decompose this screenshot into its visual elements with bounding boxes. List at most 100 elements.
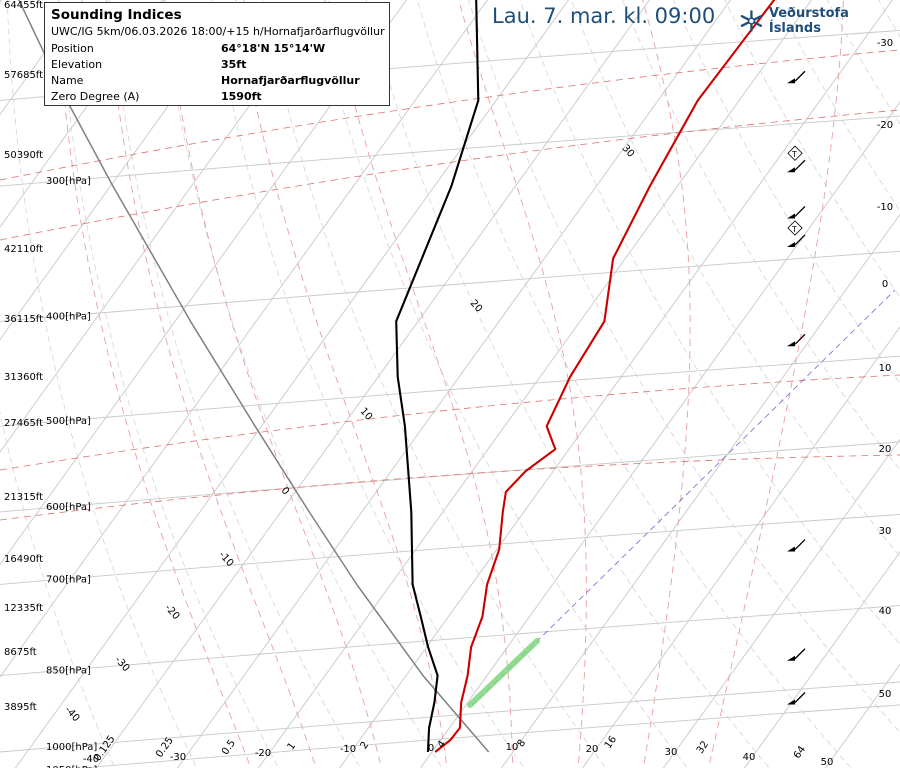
brand-logo: Veðurstofa Íslands <box>738 6 900 36</box>
wind-barb-flag-icon <box>787 241 795 247</box>
isobar-line <box>76 704 900 768</box>
pressure-level-label: 500[hPa] <box>46 416 91 427</box>
wind-barb-icon <box>794 333 806 345</box>
height-level-label: 27465ft <box>4 418 43 429</box>
moist-adiabat-line <box>458 0 587 768</box>
info-label: Elevation <box>51 58 103 71</box>
info-value: 1590ft <box>221 90 262 103</box>
isotherm-line <box>500 213 900 768</box>
dry-adiabat-line <box>468 0 900 733</box>
wind-barb-flag-icon <box>787 699 795 705</box>
right-axis-label: -30 <box>877 38 893 49</box>
isobar-line <box>0 605 900 677</box>
wind-barb-flag-icon <box>787 655 795 661</box>
dewpoint-line <box>395 0 480 753</box>
tropopause-marker-label: T <box>791 225 797 234</box>
wind-barb-icon <box>794 234 806 246</box>
right-axis-label: 0 <box>882 279 888 290</box>
right-axis-label: 40 <box>879 606 892 617</box>
height-level-label: 50390ft <box>4 150 43 161</box>
isobar-line <box>0 115 900 187</box>
reference-dashed-line <box>0 374 900 471</box>
wind-barbs: TTT <box>787 70 806 705</box>
reference-dashed-line <box>0 49 900 181</box>
isobar-line <box>0 513 900 585</box>
wind-barb-icon <box>794 70 806 82</box>
right-axis-label: -10 <box>877 202 893 213</box>
dry-adiabat-line <box>211 0 525 768</box>
pressure-level-label: 1050[hPa] <box>46 765 97 768</box>
height-level-label: 42110ft <box>4 244 43 255</box>
mixing-ratio-label: 1 <box>286 741 299 753</box>
forecast-time-title: Lau. 7. mar. kl. 09:00 <box>492 4 716 28</box>
info-row-name: Name Hornafjarðarflugvöllur <box>51 73 383 89</box>
reference-dashed-line <box>0 454 900 521</box>
info-row-position: Position 64°18'N 15°14'W <box>51 41 383 57</box>
moist-adiabat-line <box>328 0 514 768</box>
height-level-label: 16490ft <box>4 554 43 565</box>
pressure-level-label: 850[hPa] <box>46 666 91 677</box>
pressure-level-label: 600[hPa] <box>46 502 91 513</box>
moist-adiabat-line <box>56 0 252 768</box>
info-subtitle: UWC/IG 5km/06.03.2026 18:00/+15 h/Hornaf… <box>51 25 385 38</box>
info-value: 64°18'N 15°14'W <box>221 42 326 55</box>
info-row-elevation: Elevation 35ft <box>51 57 383 73</box>
height-level-label: 36115ft <box>4 314 43 325</box>
bottom-temp-label: -10 <box>340 744 356 755</box>
brand-name: Veðurstofa Íslands <box>768 6 849 36</box>
dry-adiabat-line <box>365 0 770 768</box>
isobar-line <box>0 441 900 513</box>
bottom-temp-label: 0 <box>428 743 434 754</box>
info-row-zero-degree: Zero Degree (A) 1590ft <box>51 89 383 105</box>
tropopause-marker-icon <box>787 220 803 236</box>
info-value: 35ft <box>221 58 247 71</box>
dry-adiabat-line <box>570 0 900 558</box>
info-label: Position <box>51 42 94 55</box>
dry-adiabat-line <box>58 0 280 768</box>
info-value: Hornafjarðarflugvöllur <box>221 74 360 87</box>
height-level-label: 12335ft <box>4 603 43 614</box>
wind-barb-icon <box>794 539 806 550</box>
dry-adiabat-line <box>416 0 852 768</box>
height-level-label: 31360ft <box>4 372 43 383</box>
isotherm-line <box>419 101 900 768</box>
right-axis-label: 10 <box>879 363 892 374</box>
isobar-line <box>0 355 900 427</box>
pressure-level-label: 400[hPa] <box>46 311 91 322</box>
bottom-temp-label: -40 <box>83 754 99 765</box>
dry-adiabat-line <box>621 0 900 471</box>
reference-dashed-line <box>0 109 900 241</box>
bottom-temp-label: -20 <box>255 748 271 759</box>
sounding-indices-panel: Sounding Indices UWC/IG 5km/06.03.2026 1… <box>44 2 390 106</box>
wind-barb-flag-icon <box>787 167 795 173</box>
isotherm-line <box>662 438 900 768</box>
info-label: Zero Degree (A) <box>51 90 140 103</box>
isobar-line <box>0 250 900 322</box>
height-level-label: 21315ft <box>4 492 43 503</box>
isotherm-line <box>176 0 731 768</box>
wind-barb-icon <box>794 159 806 171</box>
right-axis-label: 50 <box>879 689 892 700</box>
bottom-temp-label: 20 <box>586 744 599 755</box>
info-label: Name <box>51 74 84 87</box>
wind-barb-flag-icon <box>787 213 795 219</box>
wind-barb-icon <box>794 648 806 660</box>
wind-barb-flag-icon <box>787 546 795 552</box>
isotherm-line <box>14 0 569 768</box>
dry-adiabat-line <box>109 0 361 768</box>
bottom-temp-label: 40 <box>743 752 756 763</box>
moist-adiabat-line <box>106 0 317 768</box>
lcl-reference-line <box>471 289 896 706</box>
bottom-temp-label: 10 <box>506 742 519 753</box>
dry-adiabat-line <box>519 0 900 645</box>
tropopause-marker-label: T <box>791 150 797 159</box>
right-axis-label: 30 <box>879 526 892 537</box>
mixing-ratio-label: 2 <box>359 740 372 752</box>
wind-barb-flag-icon <box>787 341 795 347</box>
snowflake-logo-icon <box>740 10 763 32</box>
tropopause-marker-icon <box>787 145 803 161</box>
right-axis-label: -20 <box>877 120 893 131</box>
